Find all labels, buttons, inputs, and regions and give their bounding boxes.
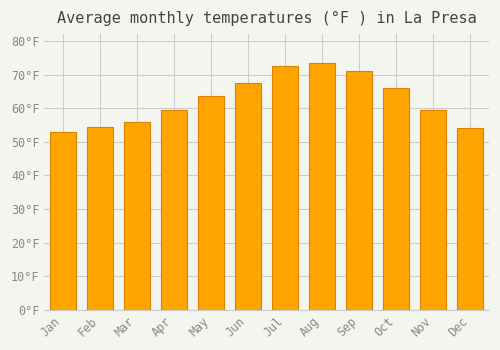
Bar	[346, 71, 372, 310]
Bar	[50, 132, 76, 310]
Bar	[272, 66, 298, 310]
Bar	[124, 121, 150, 310]
Bar	[235, 83, 261, 310]
Title: Average monthly temperatures (°F ) in La Presa: Average monthly temperatures (°F ) in La…	[57, 11, 476, 26]
Bar	[310, 63, 335, 310]
Bar	[87, 127, 113, 310]
Bar	[161, 110, 187, 310]
Bar	[458, 128, 483, 310]
Bar	[198, 96, 224, 310]
Bar	[420, 110, 446, 310]
Bar	[384, 88, 409, 310]
